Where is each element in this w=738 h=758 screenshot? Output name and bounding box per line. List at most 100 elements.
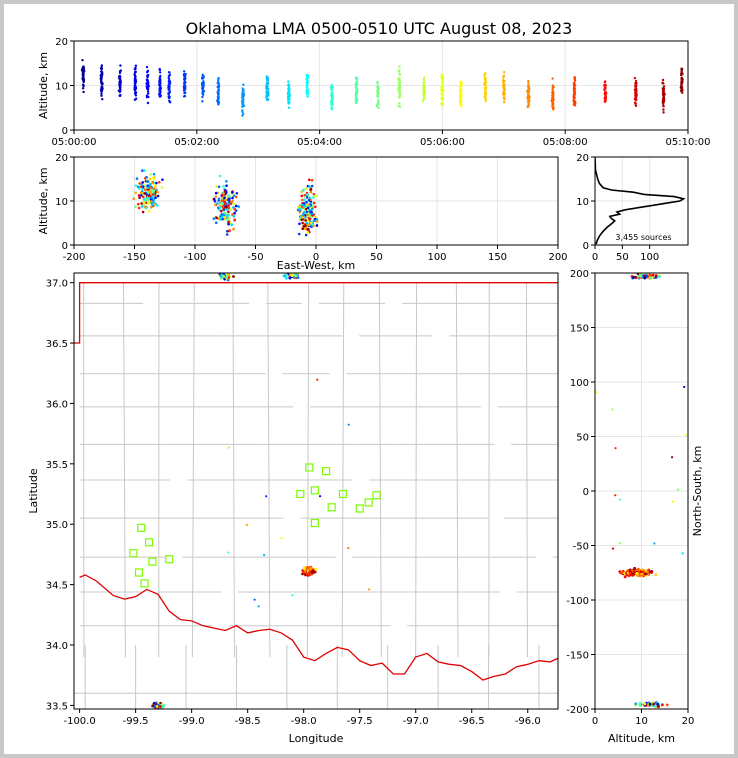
east-west-ylabel: Altitude, km	[37, 167, 50, 234]
map-ytick-label: 35.5	[46, 460, 68, 471]
source-point	[285, 276, 288, 280]
source-point	[638, 701, 642, 705]
source-point	[147, 209, 151, 213]
source-point	[681, 91, 684, 94]
source-point	[232, 194, 236, 198]
source-point	[681, 552, 684, 555]
source-point	[150, 188, 153, 192]
source-point	[309, 187, 313, 191]
source-point	[167, 85, 170, 88]
source-point	[618, 542, 621, 545]
source-point	[670, 456, 674, 459]
source-point	[604, 99, 607, 102]
source-point	[241, 93, 244, 96]
source-point	[242, 104, 245, 107]
source-point	[306, 193, 309, 196]
source-point	[397, 104, 400, 108]
source-point	[227, 220, 230, 224]
east-west-xtick-label: 150	[488, 252, 507, 263]
source-point	[303, 566, 306, 570]
map-frame	[73, 272, 559, 710]
source-point	[502, 74, 506, 78]
source-point	[118, 90, 122, 93]
source-point	[306, 95, 309, 98]
source-point	[201, 100, 204, 103]
source-point	[306, 83, 309, 86]
source-point	[230, 223, 234, 227]
source-point	[226, 208, 229, 211]
source-point	[330, 96, 334, 99]
source-point	[441, 98, 445, 101]
source-point	[440, 84, 444, 88]
source-point	[662, 95, 666, 99]
east-west-xtick-label: -100	[184, 252, 207, 263]
north-south-xtick-label: 10	[635, 716, 648, 727]
source-point	[573, 76, 576, 80]
source-point	[636, 567, 640, 571]
source-point	[161, 178, 164, 181]
source-point	[304, 233, 308, 237]
county-line	[267, 282, 271, 658]
source-point	[527, 82, 530, 85]
source-point	[280, 537, 283, 540]
source-point	[226, 218, 229, 222]
source-point	[201, 88, 204, 91]
source-point	[421, 99, 425, 103]
axes-frames	[73, 40, 689, 710]
source-point	[149, 182, 152, 186]
source-point	[503, 88, 507, 91]
source-point	[215, 185, 218, 188]
source-point	[641, 573, 645, 577]
source-point	[636, 273, 640, 276]
source-point	[309, 221, 313, 225]
time-height-xtick-label: 05:04:00	[297, 137, 342, 148]
source-point	[158, 180, 161, 184]
source-point	[216, 97, 220, 100]
source-point	[314, 567, 318, 571]
source-count-annotation: 3,455 sources	[615, 233, 671, 242]
time-height-xtick-label: 05:00:00	[52, 137, 97, 148]
east-west-ytick-label: 0	[62, 241, 68, 252]
source-point	[648, 273, 652, 277]
source-point	[168, 90, 172, 94]
source-point	[301, 221, 304, 225]
source-point	[287, 80, 290, 83]
source-point	[638, 574, 642, 578]
source-point	[153, 184, 157, 187]
source-point	[660, 703, 664, 707]
east-west-xtick-label: 0	[313, 252, 319, 263]
source-point	[229, 208, 232, 211]
red-river-border-line	[79, 574, 558, 681]
source-point	[551, 106, 554, 109]
source-point	[376, 82, 379, 85]
source-point	[226, 214, 229, 217]
source-point	[155, 204, 159, 207]
source-point	[101, 97, 104, 101]
time-height-ytick-label: 10	[55, 82, 68, 93]
source-point	[227, 204, 230, 207]
source-point	[683, 385, 686, 389]
lma-station-marker	[310, 518, 319, 528]
source-point	[223, 216, 227, 219]
source-point	[183, 94, 187, 98]
source-point	[303, 195, 307, 199]
source-point	[214, 221, 218, 225]
source-point	[679, 73, 683, 77]
source-point	[662, 89, 665, 92]
source-point	[222, 274, 226, 278]
source-point	[225, 180, 228, 183]
lma-station-marker	[140, 579, 149, 588]
source-point	[257, 605, 260, 608]
time-height-xtick-label: 05:06:00	[420, 137, 465, 148]
county-line	[455, 282, 459, 658]
source-point	[83, 70, 86, 73]
source-point	[304, 215, 307, 219]
source-point	[657, 275, 661, 279]
source-point	[201, 95, 204, 99]
source-point	[139, 185, 143, 189]
source-point	[229, 200, 233, 204]
source-point	[551, 88, 554, 91]
map-xtick-label: -100.0	[63, 716, 95, 727]
source-point	[300, 218, 304, 221]
lma-station-marker	[129, 549, 138, 558]
